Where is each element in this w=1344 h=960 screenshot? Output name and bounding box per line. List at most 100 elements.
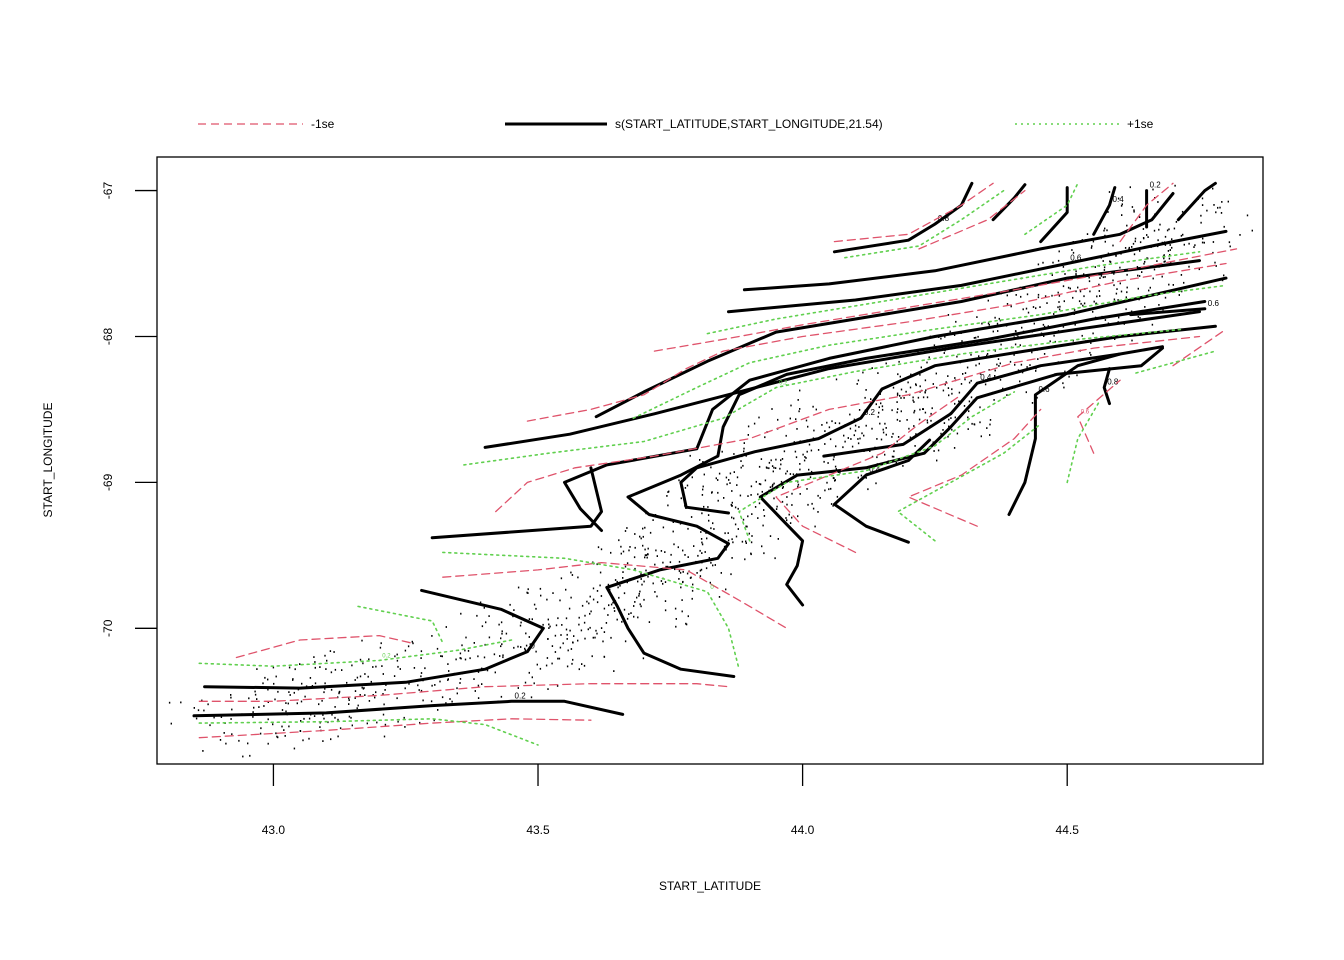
data-point	[997, 330, 999, 332]
data-point	[1020, 363, 1023, 366]
data-point	[565, 617, 568, 620]
data-point	[637, 616, 639, 619]
data-point	[1113, 284, 1115, 287]
data-point	[321, 699, 323, 702]
data-point	[274, 698, 276, 701]
data-point	[277, 736, 279, 739]
data-point	[710, 466, 712, 469]
data-point	[596, 563, 598, 566]
data-point	[1139, 317, 1141, 319]
data-point	[932, 383, 934, 385]
data-point	[1130, 310, 1133, 313]
data-point	[807, 425, 809, 428]
data-point	[384, 723, 387, 726]
data-point	[1126, 224, 1128, 227]
data-point	[445, 702, 447, 704]
data-point	[591, 655, 593, 658]
data-point	[896, 401, 898, 403]
data-point	[690, 516, 693, 518]
data-point	[267, 742, 269, 745]
data-point	[691, 476, 693, 479]
data-point	[546, 657, 549, 659]
data-point	[1116, 288, 1118, 290]
data-point	[684, 487, 687, 489]
data-point	[545, 664, 548, 667]
data-point	[961, 340, 963, 342]
data-point	[815, 408, 817, 411]
data-point	[483, 656, 486, 659]
contour-lines: 00.20.20.40.40.60.80.60.60.80.40.20.60.2…	[192, 181, 1238, 746]
data-point	[642, 544, 644, 547]
data-point	[1137, 274, 1139, 277]
data-point	[1046, 302, 1048, 304]
contour-line	[198, 639, 513, 668]
data-point	[619, 584, 621, 587]
data-point	[743, 450, 745, 453]
data-point	[656, 555, 658, 557]
data-point	[1200, 221, 1202, 224]
data-point	[893, 450, 895, 453]
data-point	[337, 735, 339, 738]
data-point	[383, 735, 386, 738]
data-point	[542, 623, 544, 626]
data-point	[892, 432, 894, 435]
data-point	[674, 607, 677, 610]
data-point	[994, 375, 996, 377]
data-point	[742, 464, 744, 467]
data-point	[364, 694, 366, 696]
data-point	[1075, 270, 1077, 273]
data-point	[359, 675, 362, 678]
data-point	[417, 684, 419, 687]
data-point	[325, 668, 327, 670]
data-point	[1062, 382, 1064, 385]
data-point	[786, 503, 788, 506]
contour-line	[1129, 307, 1207, 317]
data-point	[292, 678, 294, 680]
data-point	[600, 627, 603, 629]
data-point	[807, 503, 809, 506]
x-tick-label: 44.5	[1056, 823, 1080, 837]
data-point	[1073, 309, 1076, 311]
data-point	[834, 422, 837, 424]
data-point	[903, 397, 905, 399]
data-point	[460, 657, 462, 660]
data-point	[643, 580, 645, 583]
data-point	[230, 694, 232, 696]
data-point	[304, 695, 306, 698]
data-point	[473, 642, 475, 644]
data-point	[1114, 338, 1116, 340]
data-point	[785, 472, 787, 475]
contour-line	[833, 182, 994, 243]
contour-line	[897, 423, 1042, 542]
data-point	[689, 577, 692, 579]
data-point	[1067, 286, 1070, 289]
data-point	[513, 646, 515, 649]
data-point	[788, 513, 790, 516]
data-point	[500, 695, 503, 698]
data-point	[1064, 370, 1066, 373]
data-point	[1091, 245, 1093, 247]
data-point	[299, 663, 301, 665]
data-point	[809, 476, 812, 479]
data-point	[762, 524, 764, 527]
data-point	[565, 628, 568, 631]
data-point	[964, 372, 967, 374]
data-point	[1223, 274, 1225, 277]
data-point	[745, 454, 747, 457]
data-point	[1090, 342, 1092, 344]
data-point	[725, 548, 727, 551]
data-point	[799, 408, 801, 410]
data-point	[630, 612, 632, 614]
data-point	[882, 431, 885, 434]
data-point	[780, 463, 782, 466]
data-point	[750, 552, 752, 555]
data-point	[459, 682, 461, 684]
data-point	[857, 438, 859, 440]
data-point	[865, 477, 867, 479]
data-point	[736, 484, 738, 486]
data-point	[951, 388, 953, 391]
data-point	[397, 720, 399, 723]
data-point	[678, 570, 681, 572]
data-point	[379, 646, 382, 649]
data-point	[717, 479, 719, 481]
